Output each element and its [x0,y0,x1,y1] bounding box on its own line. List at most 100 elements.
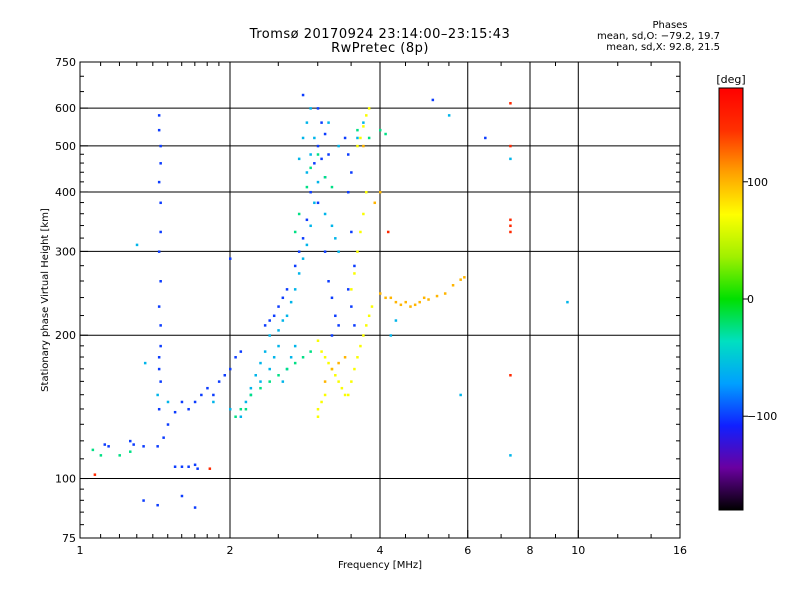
data-point [337,380,340,383]
data-point [320,157,323,161]
data-point [316,153,320,156]
data-point [223,374,227,377]
data-point [162,436,165,439]
data-point [297,250,301,253]
data-point [316,201,320,205]
data-point [337,250,340,253]
data-point [316,339,320,342]
data-point [323,132,327,136]
data-point [281,296,285,300]
data-point [289,300,293,304]
data-point [159,380,162,383]
data-points [91,93,569,509]
data-point [157,128,161,132]
axis-ticks: 1 2 4 6 8 10 16 75 100 200 300 400 500 600 750 [55,56,687,557]
data-point [327,153,330,156]
data-point [157,180,161,184]
data-point [301,257,305,260]
data-point [334,314,337,318]
data-point [350,305,353,308]
data-point [356,356,359,359]
data-point [309,224,312,228]
data-point [566,300,569,304]
data-point [327,121,330,124]
data-point [313,201,316,205]
data-point [268,367,271,371]
data-point [313,162,316,165]
data-point [330,224,334,228]
data-point [263,350,267,353]
data-point [350,171,353,174]
data-point [297,272,301,275]
data-point [93,473,97,476]
data-point [379,190,382,194]
gridlines [80,62,680,538]
data-point [91,448,95,452]
data-point [281,319,285,322]
data-point [327,361,330,365]
data-point [316,180,320,184]
data-point [409,305,412,308]
data-point [259,380,262,383]
data-point [293,361,297,365]
phase-stats-x: mean, sd,X: 92.8, 21.5 [606,42,720,53]
data-point [272,314,276,318]
data-point [404,300,407,304]
data-point [212,400,215,404]
colorbar [718,87,744,511]
y-tick-label: 400 [55,186,76,199]
chart-title-line2: RwPretec (8p) [331,41,429,56]
data-point [103,443,107,446]
data-point [305,171,309,174]
data-point [362,125,365,128]
data-point [367,136,371,140]
chart-title: Tromsø 20170924 23:14:00–23:15:43 RwPret… [180,28,580,56]
data-point [330,334,334,337]
data-point [180,400,184,404]
data-point [157,114,161,117]
x-tick-label: 4 [377,544,384,557]
data-point [249,386,253,390]
data-point [509,218,512,222]
data-point [353,272,356,275]
data-point [305,218,309,222]
data-point [334,374,337,377]
data-point [367,107,371,110]
data-point [443,292,447,295]
data-point [379,292,382,295]
data-point [320,350,323,353]
data-point [200,393,203,397]
data-point [159,162,162,165]
data-point [418,300,421,304]
data-point [159,230,162,234]
colorbar-tick-label: 100 [747,176,768,189]
colorbar-tick-label: −100 [747,410,777,423]
data-point [285,367,289,371]
x-tick-label: 6 [464,544,471,557]
data-point [389,296,393,300]
data-point [323,393,327,397]
data-point [356,250,359,253]
data-point [484,136,487,140]
data-point [277,344,280,348]
data-point [157,250,161,253]
data-point [173,410,177,414]
data-point [129,450,132,453]
data-point [217,380,221,383]
data-point [389,334,393,337]
data-point [193,400,197,404]
colorbar-title: [deg] [716,73,745,86]
data-point [142,499,145,502]
data-point [316,144,320,148]
data-point [159,344,162,348]
data-point [394,300,398,304]
data-point [234,356,237,359]
data-point [156,445,159,448]
data-point [330,296,334,300]
x-tick-label: 2 [227,544,234,557]
data-point [301,136,305,140]
data-point [365,324,368,327]
data-point [277,305,280,308]
data-point [118,454,121,457]
